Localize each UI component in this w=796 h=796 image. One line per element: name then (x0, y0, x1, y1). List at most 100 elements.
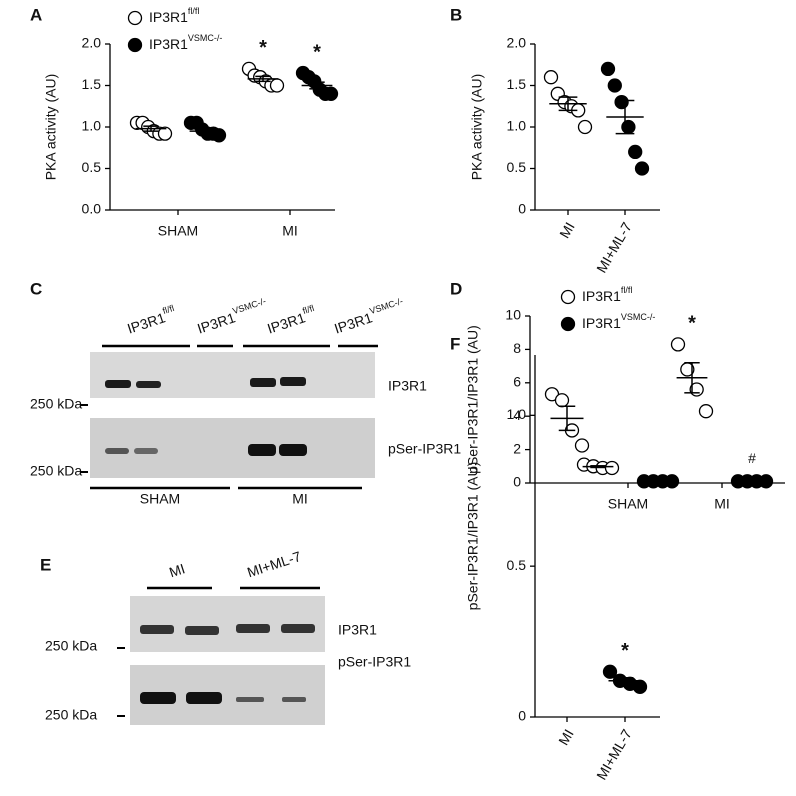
band (279, 444, 307, 456)
data-point (323, 86, 339, 101)
band (236, 697, 264, 702)
lane-name: IP3R1 (332, 309, 374, 336)
annotation: * (621, 640, 629, 662)
y-tick-label: 10 (505, 307, 521, 323)
y-tick-label: 0 (518, 201, 526, 217)
legend-label: IP3R1fl/fl (149, 6, 199, 24)
panel-letter: E (40, 555, 51, 574)
band (105, 380, 131, 388)
row-label: IP3R1 (388, 378, 427, 394)
y-tick-label: 1.5 (82, 76, 102, 92)
band (186, 692, 222, 704)
blot-e: E MI MI+ML-7 IP3R1 pSer-IP3R1 250 kDa 25… (40, 548, 411, 725)
data-point (554, 393, 570, 408)
row-label: pSer-IP3R1 (338, 654, 411, 670)
data-point (602, 664, 618, 679)
band (140, 692, 176, 704)
y-tick-label: 4 (513, 407, 521, 423)
x-tick-label: MI+ML-7 (593, 219, 635, 275)
row-label: IP3R1 (338, 622, 377, 638)
annotation: * (259, 37, 267, 59)
x-tick-label: MI (555, 726, 577, 747)
band (236, 624, 270, 633)
lane-label: IP3R1fl/fl (124, 303, 178, 336)
annotation: * (688, 313, 696, 335)
data-point (211, 128, 227, 143)
marker-label: 250 kDa (45, 707, 97, 723)
band (281, 624, 315, 633)
legend-name: IP3R1 (582, 288, 621, 304)
lane-label: IP3R1VSMC-/- (194, 296, 269, 336)
data-point (634, 161, 650, 176)
x-tick-label: MI (714, 496, 730, 512)
band (136, 381, 161, 388)
y-tick-label: 6 (513, 374, 521, 390)
legend-name: IP3R1 (582, 315, 621, 331)
lane-name: IP3R1 (195, 309, 237, 336)
data-point (614, 94, 629, 110)
panel-letter: A (30, 5, 42, 24)
band (140, 625, 174, 634)
legend-marker (127, 10, 143, 26)
y-tick-label: 1.5 (507, 76, 527, 92)
data-point (698, 404, 714, 419)
lane-name: IP3R1 (265, 309, 307, 336)
legend-marker (127, 37, 143, 53)
marker-label: 250 kDa (30, 463, 82, 479)
band (134, 448, 158, 454)
data-point (670, 337, 686, 352)
legend-name: IP3R1 (149, 9, 188, 25)
legend-sup: fl/fl (188, 6, 200, 16)
group-label: SHAM (140, 491, 180, 507)
data-point (543, 70, 559, 85)
panel-letter: C (30, 279, 42, 298)
y-axis-label: pSer-IP3R1/IP3R1 (AU) (465, 462, 481, 611)
legend-label: IP3R1VSMC-/- (582, 312, 655, 330)
y-tick-label: 1.0 (507, 118, 527, 134)
panel-letter: B (450, 5, 462, 24)
y-tick-label: 1.0 (82, 118, 102, 134)
legend-sup: fl/fl (621, 285, 633, 295)
lane-name: IP3R1 (125, 309, 167, 336)
legend-sup: VSMC-/- (188, 33, 223, 43)
x-tick-label: SHAM (158, 223, 198, 239)
data-point (607, 78, 622, 93)
blot-image (90, 352, 375, 398)
legend-sup: VSMC-/- (621, 312, 656, 322)
y-axis-label: pSer-IP3R1/IP3R1 (AU) (465, 325, 481, 474)
blot-c: C IP3R1fl/fl IP3R1VSMC-/- IP3R1fl/fl IP3… (30, 279, 461, 506)
data-point (269, 78, 285, 93)
y-tick-label: 0 (518, 708, 526, 724)
band (280, 377, 306, 386)
y-tick-label: 2.0 (82, 35, 102, 51)
x-tick-label: MI (282, 223, 298, 239)
annotation: * (313, 41, 321, 63)
y-tick-label: 0 (513, 474, 521, 490)
data-point (600, 61, 616, 77)
data-point (157, 126, 173, 141)
data-point (577, 119, 593, 135)
y-axis-label: PKA activity (AU) (43, 74, 59, 181)
lane-label: MI+ML-7 (245, 548, 303, 580)
legend-label: IP3R1fl/fl (582, 285, 632, 303)
y-axis-label: PKA activity (AU) (469, 74, 485, 181)
lane-sup: fl/fl (161, 303, 175, 316)
legend-marker (560, 289, 576, 305)
lane-labels: IP3R1fl/fl IP3R1VSMC-/- IP3R1fl/fl IP3R1… (124, 296, 404, 336)
x-tick-label: MI+ML-7 (593, 726, 635, 782)
y-tick-label: 0.5 (507, 159, 527, 175)
y-tick-label: 2 (513, 440, 521, 456)
group-label: MI (292, 491, 308, 507)
band (105, 448, 129, 454)
x-tick-label: SHAM (608, 496, 648, 512)
lane-sup: VSMC-/- (231, 296, 267, 316)
y-tick-label: 1.0 (507, 406, 527, 422)
y-tick-label: 0.5 (82, 159, 102, 175)
lane-sup: VSMC-/- (368, 296, 404, 316)
legend-name: IP3R1 (149, 36, 188, 52)
annotation: # (748, 450, 756, 466)
row-label: pSer-IP3R1 (388, 441, 461, 457)
y-tick-label: 0.0 (82, 201, 102, 217)
y-tick-label: 0.5 (507, 557, 527, 573)
marker-label: 250 kDa (30, 396, 82, 412)
